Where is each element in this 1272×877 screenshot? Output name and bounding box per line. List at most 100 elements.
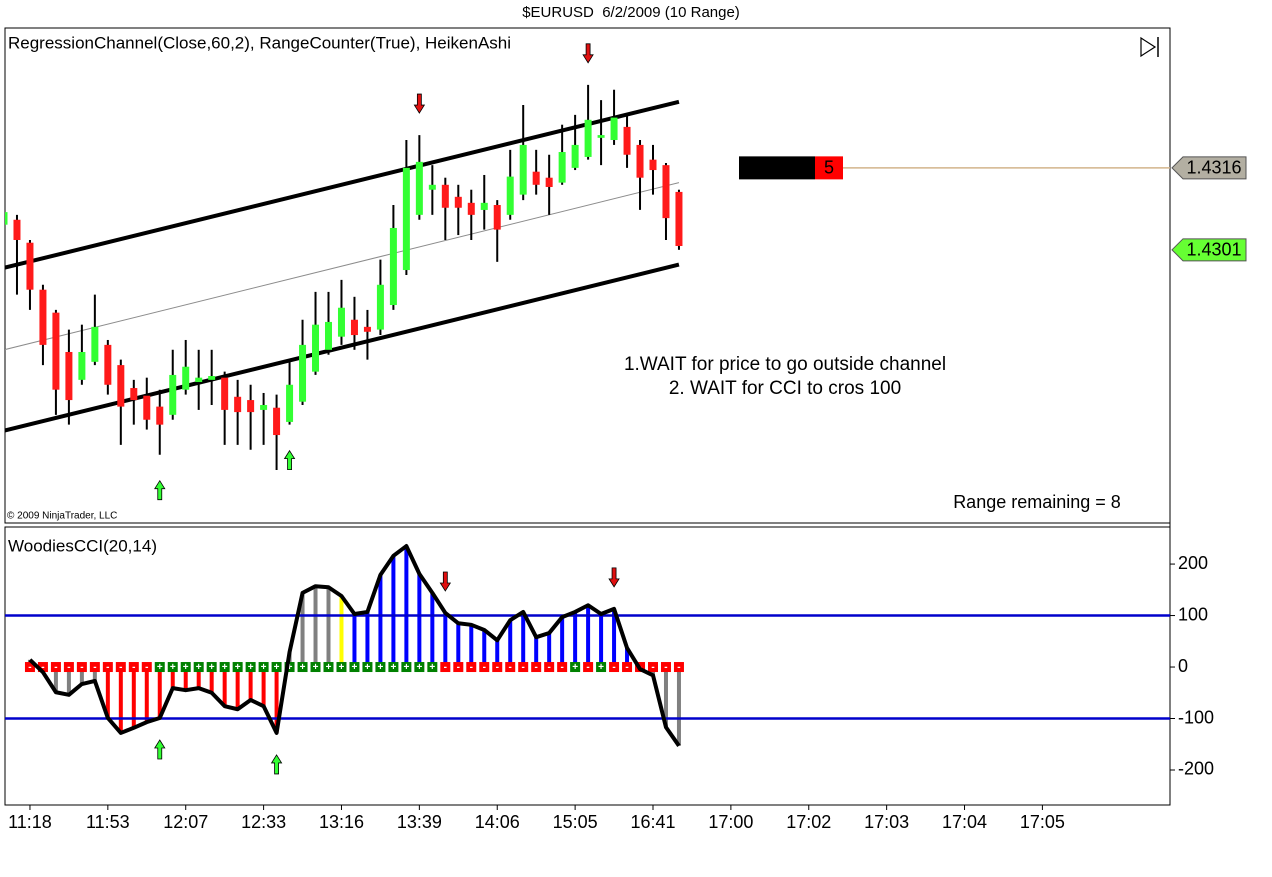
cci-histogram-bar — [391, 555, 396, 668]
candle-body — [350, 319, 358, 336]
sign-box — [440, 662, 451, 673]
cci-histogram-bar — [508, 620, 513, 668]
candle-body — [389, 227, 397, 306]
cci-histogram-bar — [573, 611, 578, 668]
sign: - — [132, 662, 135, 673]
sign: + — [598, 662, 604, 673]
sign: + — [403, 662, 409, 673]
play-icon[interactable] — [1140, 36, 1157, 58]
sign: + — [235, 662, 241, 673]
sign-box — [310, 662, 321, 673]
sign-box — [284, 662, 295, 673]
cci-histogram-bar — [209, 667, 214, 693]
candle-body — [5, 212, 8, 225]
sign: + — [274, 662, 280, 673]
indicator-label: RegressionChannel(Close,60,2), RangeCoun… — [8, 33, 511, 52]
candle-body — [52, 312, 60, 390]
sign: + — [261, 662, 267, 673]
candle-body — [337, 307, 345, 337]
sign: + — [157, 662, 163, 673]
candle-body — [428, 184, 436, 190]
sign-box — [258, 662, 269, 673]
sign: - — [41, 662, 44, 673]
sign: - — [119, 662, 122, 673]
scroll-end-icon[interactable] — [1140, 36, 1159, 58]
candle-body — [182, 366, 190, 390]
cci-histogram-bar — [118, 667, 123, 733]
sign: - — [483, 662, 486, 673]
y-tick-label: -100 — [1178, 707, 1214, 727]
sign-box — [660, 662, 671, 673]
cci-histogram-bar — [326, 587, 331, 668]
candle-body — [208, 376, 216, 380]
cci-histogram-bar — [66, 667, 71, 695]
cci-histogram-bar — [495, 640, 500, 668]
sign-box — [388, 662, 399, 673]
sign-box — [583, 662, 594, 673]
candle-body — [519, 144, 527, 195]
cci-plot: - - - - - - - - - - + + + + + + + + + + + + + + + + + + + + + + - - - - - - - -… — [5, 544, 1170, 775]
sign-box — [245, 662, 256, 673]
sign: - — [470, 662, 473, 673]
sign: - — [54, 662, 57, 673]
sign: + — [429, 662, 435, 673]
sign: - — [509, 662, 512, 673]
candle-body — [78, 351, 86, 380]
cci-histogram-bar — [469, 624, 474, 668]
sign: - — [28, 662, 31, 673]
quantity-box — [815, 156, 843, 180]
chart-title: $EURUSD 6/2/2009 (10 Range) — [522, 4, 740, 21]
cci-histogram-bar — [300, 592, 305, 668]
cci-histogram-bar — [196, 667, 201, 689]
sign-box — [154, 662, 165, 673]
sign-box — [50, 662, 61, 673]
sign: + — [287, 662, 293, 673]
sign-box — [596, 662, 607, 673]
sign: + — [352, 662, 358, 673]
cci-histogram-bar — [79, 667, 84, 685]
sign-box — [622, 662, 633, 673]
sign: - — [651, 662, 654, 673]
sign: - — [664, 662, 667, 673]
candle-body — [143, 395, 151, 420]
sign: + — [377, 662, 383, 673]
y-tick-label: 0 — [1178, 656, 1188, 676]
candle-body — [104, 344, 112, 385]
price-marker-label: 1.4316 — [1186, 158, 1241, 178]
sign-box — [414, 662, 425, 673]
sign: + — [339, 662, 345, 673]
candle-body — [441, 184, 449, 208]
sign-box — [518, 662, 529, 673]
sign-box — [193, 662, 204, 673]
cci-histogram-bar — [456, 623, 461, 668]
sign: + — [196, 662, 202, 673]
sign-box — [479, 662, 490, 673]
sign-box — [673, 662, 684, 673]
up-arrow — [283, 449, 296, 471]
cci-histogram-bar — [339, 595, 344, 668]
sign: - — [586, 662, 589, 673]
cci-histogram-bar — [183, 667, 188, 691]
sign: + — [365, 662, 371, 673]
cci-histogram-bar — [482, 629, 487, 668]
candle-body — [195, 377, 203, 383]
sign-box — [89, 662, 100, 673]
sign-box — [336, 662, 347, 673]
sign-box — [323, 662, 334, 673]
sign-box — [375, 662, 386, 673]
sign: - — [106, 662, 109, 673]
sign-box — [219, 662, 230, 673]
sign: + — [170, 662, 176, 673]
candle-body — [363, 326, 371, 332]
x-tick-label: 17:03 — [864, 812, 909, 832]
cci-line — [28, 544, 681, 747]
x-tick-label: 17:05 — [1020, 812, 1065, 832]
down-arrow — [439, 571, 452, 592]
x-tick-label: 17:02 — [786, 812, 831, 832]
candle-body — [376, 284, 384, 330]
sign-box — [557, 662, 568, 673]
cci-histogram-bar — [248, 667, 253, 700]
candle-body — [273, 407, 281, 436]
candle-body — [286, 384, 294, 422]
